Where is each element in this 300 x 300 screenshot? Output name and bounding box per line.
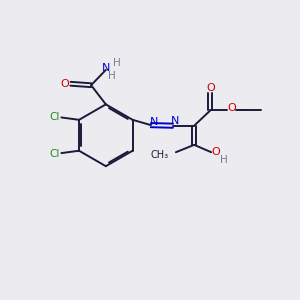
Text: N: N — [150, 117, 159, 127]
Text: Cl: Cl — [50, 149, 60, 159]
Text: O: O — [211, 147, 220, 157]
Text: H: H — [220, 154, 227, 165]
Text: N: N — [102, 63, 111, 73]
Text: O: O — [227, 103, 236, 113]
Text: O: O — [61, 79, 70, 89]
Text: H: H — [108, 71, 116, 81]
Text: H: H — [113, 58, 121, 68]
Text: N: N — [170, 116, 179, 126]
Text: Cl: Cl — [50, 112, 60, 122]
Text: O: O — [206, 83, 215, 93]
Text: CH₃: CH₃ — [150, 150, 169, 160]
